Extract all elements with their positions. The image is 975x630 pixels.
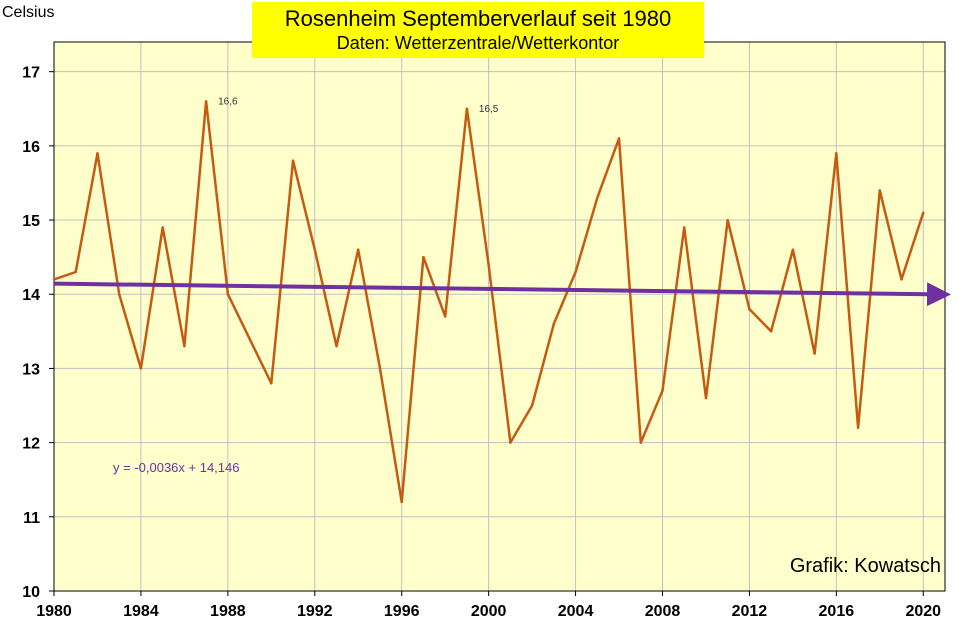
chart-title-box: Rosenheim Septemberverlauf seit 1980 Dat… [252, 2, 704, 58]
data-point [878, 189, 882, 192]
x-tick-label: 2008 [645, 603, 681, 620]
data-series [52, 100, 925, 504]
data-point [487, 263, 490, 266]
y-tick-label: 12 [22, 436, 40, 453]
data-point [378, 367, 382, 370]
data-point [248, 337, 251, 340]
trend-equation-label: y = -0,0036x + 14,146 [113, 460, 239, 475]
data-point [96, 152, 99, 155]
y-tick-label: 13 [22, 361, 40, 378]
data-point [291, 159, 295, 162]
x-tick-label: 2016 [819, 603, 855, 620]
x-tick-label: 2020 [905, 603, 941, 620]
data-point [422, 255, 425, 259]
data-point [596, 196, 599, 199]
chart-credit: Grafik: Kowatsch [790, 555, 941, 577]
data-point [922, 211, 925, 214]
data-point [400, 500, 403, 504]
data-point [443, 315, 447, 318]
data-point [465, 107, 469, 110]
x-tick-label: 2012 [732, 603, 768, 620]
data-point [204, 100, 208, 103]
chart-title: Rosenheim Septemberverlauf seit 1980 [284, 6, 672, 31]
data-point [748, 307, 751, 311]
y-tick-label: 16 [22, 139, 40, 156]
x-tick-label: 1996 [384, 603, 420, 620]
data-point [726, 218, 729, 222]
data-point [270, 382, 273, 385]
x-tick-label: 1984 [123, 603, 159, 620]
data-point [552, 322, 556, 326]
data-point [313, 248, 316, 251]
x-tick-label: 2000 [471, 603, 507, 620]
grid-lines [54, 42, 945, 591]
data-point [683, 226, 686, 229]
data-point [509, 441, 512, 444]
y-tick-label: 17 [22, 65, 40, 82]
data-point [661, 389, 664, 392]
x-tick-labels: 1980 1984 1988 1992 1996 2000 2004 2008 2012 2016… [36, 603, 941, 620]
data-point [900, 278, 903, 281]
annotations: 16,6 16,5 [218, 96, 499, 114]
x-tick-label: 1980 [36, 603, 72, 620]
data-point [161, 226, 164, 229]
data-point [769, 330, 773, 333]
y-tick-label: 10 [22, 584, 40, 601]
data-point [52, 278, 56, 281]
data-point [357, 248, 360, 251]
data-point [335, 344, 338, 348]
y-tick-label: 11 [23, 510, 40, 527]
trend-line [53, 281, 951, 307]
data-point [226, 293, 230, 296]
data-point [617, 137, 621, 140]
data-point [574, 270, 577, 274]
data-point [74, 270, 77, 274]
data-point [704, 396, 708, 400]
trendline [53, 281, 951, 307]
data-point [639, 441, 642, 444]
data-point [530, 404, 534, 407]
y-tick-label: 14 [22, 287, 40, 304]
y-tick-label: 15 [22, 213, 40, 230]
data-point [856, 426, 860, 429]
peak-annotation: 16,6 [218, 96, 238, 107]
y-tick-labels: 10 11 12 13 14 15 16 17 [22, 65, 40, 601]
data-point [835, 152, 838, 155]
data-point [139, 367, 143, 370]
data-point [791, 248, 795, 251]
x-tick-label: 1988 [210, 603, 246, 620]
data-point [117, 293, 121, 296]
x-tick-label: 2004 [558, 603, 594, 620]
peak-annotation: 16,5 [479, 104, 499, 115]
data-point [813, 352, 816, 355]
y-axis-unit-label: Celsius [2, 4, 55, 21]
data-point [183, 344, 186, 348]
chart-subtitle: Daten: Wetterzentrale/Wetterkontor [336, 33, 620, 53]
x-tick-label: 1992 [297, 603, 333, 620]
